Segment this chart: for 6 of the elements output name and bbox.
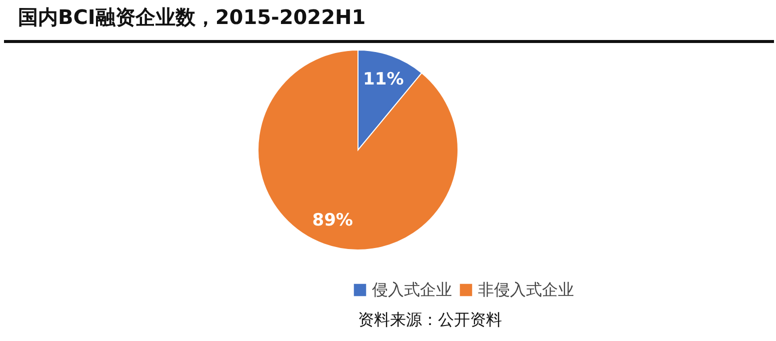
data-label: 11% xyxy=(363,69,404,90)
data-label: 89% xyxy=(312,210,353,231)
text: 资料来源：公开资料 xyxy=(358,310,502,331)
legend-label: 侵入式企业 xyxy=(372,280,452,299)
legend-label: 非侵入式企业 xyxy=(478,280,574,299)
chart-title: 国内BCI融资企业数，2015-2022H1 xyxy=(18,4,366,31)
